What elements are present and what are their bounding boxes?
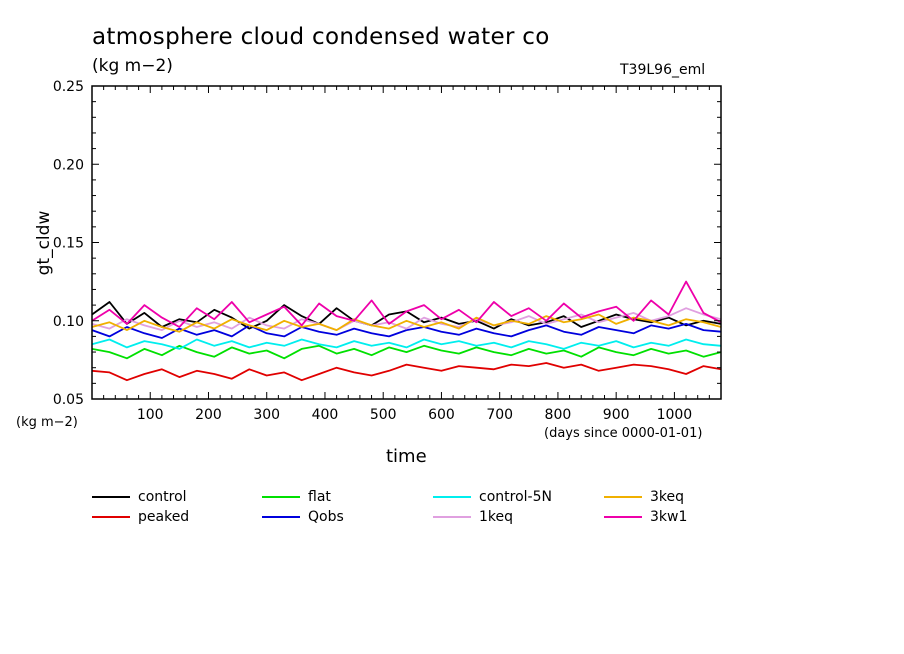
- legend-label: Qobs: [308, 509, 344, 525]
- axis-layer: 100 200 300 400 500 600 700 800 900 1000 0.05 0.10 0…: [53, 79, 721, 423]
- x-tick-label: 300: [253, 407, 280, 423]
- x-tick-label: 600: [428, 407, 455, 423]
- series-line-3kw1: [91, 280, 722, 328]
- x-tick-label: 700: [486, 407, 513, 423]
- legend-swatch: [604, 516, 642, 518]
- series-line-Qobs: [91, 322, 722, 339]
- series-line-peaked: [91, 362, 722, 382]
- y-tick-label: 0.20: [53, 157, 84, 173]
- series-line-control-5N: [91, 338, 722, 350]
- x-tick-label: 900: [603, 407, 630, 423]
- legend-label: control-5N: [479, 489, 552, 505]
- legend-swatch: [433, 516, 471, 518]
- legend-label: 3keq: [650, 489, 685, 505]
- legend-swatch: [433, 496, 471, 498]
- x-tick-label: 400: [312, 407, 339, 423]
- y-tick-label: 0.10: [53, 314, 84, 330]
- chart-title: atmosphere cloud condensed water co: [92, 24, 550, 50]
- legend-swatch: [92, 496, 130, 498]
- y-tick-label: 0.15: [53, 236, 84, 252]
- x-axis-label: time: [386, 446, 427, 467]
- legend-label: 1keq: [479, 509, 514, 525]
- y-tick-label: 0.25: [53, 79, 84, 95]
- legend-label: flat: [308, 489, 331, 505]
- series-layer: [91, 280, 722, 382]
- y-axis-unit: (kg m−2): [16, 415, 78, 430]
- legend-swatch: [262, 496, 300, 498]
- x-tick-label: 800: [545, 407, 572, 423]
- legend-label: 3kw1: [650, 509, 688, 525]
- series-line-1keq: [91, 307, 722, 332]
- x-tick-label: 1000: [657, 407, 693, 423]
- legend-swatch: [262, 516, 300, 518]
- x-tick-label: 200: [195, 407, 222, 423]
- legend-swatch: [92, 516, 130, 518]
- legend-label: control: [138, 489, 187, 505]
- legend-swatch: [604, 496, 642, 498]
- run-label: T39L96_eml: [620, 62, 706, 78]
- series-line-flat: [91, 344, 722, 360]
- chart-units: (kg m−2): [92, 56, 173, 76]
- y-tick-label: 0.05: [53, 392, 84, 408]
- legend-label: peaked: [138, 509, 190, 525]
- x-tick-label: 100: [137, 407, 164, 423]
- x-tick-label: 500: [370, 407, 397, 423]
- series-line-3keq: [91, 313, 722, 333]
- x-axis-unit: (days since 0000-01-01): [544, 426, 703, 441]
